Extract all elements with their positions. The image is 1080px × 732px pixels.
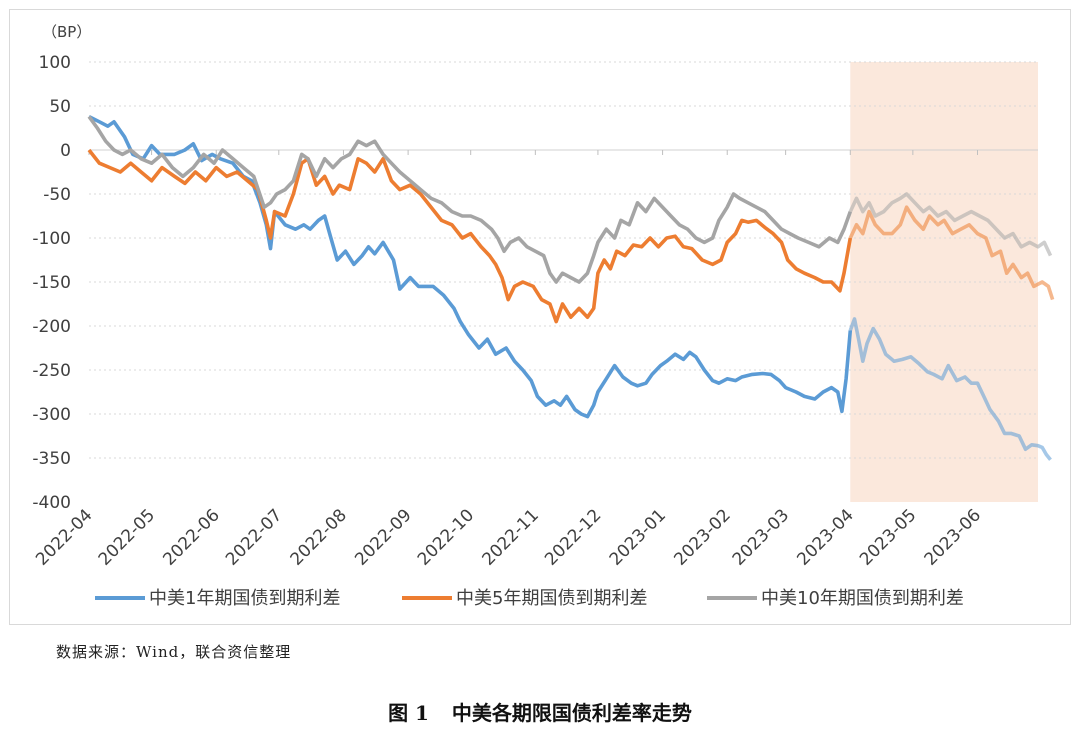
x-tick-label: 2023-05 xyxy=(856,505,920,569)
x-tick-label: 2022-10 xyxy=(414,505,478,569)
y-tick-label: 50 xyxy=(49,97,71,117)
series-line-2 xyxy=(87,148,853,324)
figure-caption: 图 1 中美各期限国债利差率走势 xyxy=(0,697,1080,726)
x-tick-group: 2023-02 xyxy=(670,505,734,569)
x-tick-label: 2022-09 xyxy=(351,505,415,569)
x-tick-group: 2023-03 xyxy=(729,505,793,569)
x-tick-label: 2022-11 xyxy=(479,505,543,569)
chart-frame: 100 50 0 -50 -100 -150 -200 -250 -300 -350 -400 20… xyxy=(9,9,1071,625)
x-tick-label: 2022-07 xyxy=(222,505,286,569)
x-tick-group: 2022-12 xyxy=(541,505,605,569)
figure-number: 图 1 xyxy=(388,701,429,725)
x-tick-group: 2022-10 xyxy=(414,505,478,569)
legend-label-1: 中美1年期国债到期利差 xyxy=(149,588,340,609)
y-tick-label: 0 xyxy=(60,141,71,161)
x-tick-group: 2022-05 xyxy=(95,505,159,569)
x-tick-group: 2022-11 xyxy=(479,505,543,569)
x-tick-group: 2022-07 xyxy=(222,505,286,569)
source-note: 数据来源：Wind，联合资信整理 xyxy=(56,643,292,661)
y-axis-unit-label: （BP） xyxy=(42,23,91,41)
series-line-2-forecast xyxy=(848,205,1055,301)
series-line-1-forecast xyxy=(848,317,1052,461)
x-tick-label: 2022-05 xyxy=(95,505,159,569)
x-tick-group: 2023-04 xyxy=(793,505,857,569)
series-line-1 xyxy=(88,114,853,419)
figure-title: 中美各期限国债利差率走势 xyxy=(451,701,692,725)
x-tick-group: 2022-09 xyxy=(351,505,415,569)
x-tick-label: 2023-01 xyxy=(606,505,670,569)
x-tick-group: 2022-06 xyxy=(159,505,223,569)
y-tick-label: -50 xyxy=(43,185,71,205)
x-tick-label: 2022-04 xyxy=(32,505,96,569)
y-tick-label: -300 xyxy=(32,405,71,425)
x-tick-group: 2022-04 xyxy=(32,505,96,569)
x-tick-label: 2022-08 xyxy=(287,505,351,569)
x-tick-group: 2022-08 xyxy=(287,505,351,569)
y-tick-label: -250 xyxy=(32,361,71,381)
y-tick-label: 100 xyxy=(39,53,71,73)
x-tick-group: 2023-06 xyxy=(921,505,985,569)
legend-label-2: 中美5年期国债到期利差 xyxy=(456,588,647,609)
y-tick-label: -400 xyxy=(32,493,71,513)
x-tick-label: 2022-12 xyxy=(541,505,605,569)
y-tick-label: -200 xyxy=(32,317,71,337)
x-tick-group: 2023-05 xyxy=(856,505,920,569)
x-tick-label: 2023-02 xyxy=(670,505,734,569)
x-tick-label: 2023-06 xyxy=(921,505,985,569)
x-tick-group: 2023-01 xyxy=(606,505,670,569)
x-tick-label: 2023-04 xyxy=(793,505,857,569)
y-tick-label: -150 xyxy=(32,273,71,293)
legend-label-3: 中美10年期国债到期利差 xyxy=(761,588,964,609)
x-tick-label: 2023-03 xyxy=(729,505,793,569)
series-line-3 xyxy=(87,115,852,284)
line-chart: 100 50 0 -50 -100 -150 -200 -250 -300 -350 -400 20… xyxy=(32,23,1055,609)
y-tick-label: -100 xyxy=(32,229,71,249)
series-line-3-forecast xyxy=(848,192,1053,257)
x-tick-label: 2022-06 xyxy=(159,505,223,569)
y-tick-label: -350 xyxy=(32,449,71,469)
